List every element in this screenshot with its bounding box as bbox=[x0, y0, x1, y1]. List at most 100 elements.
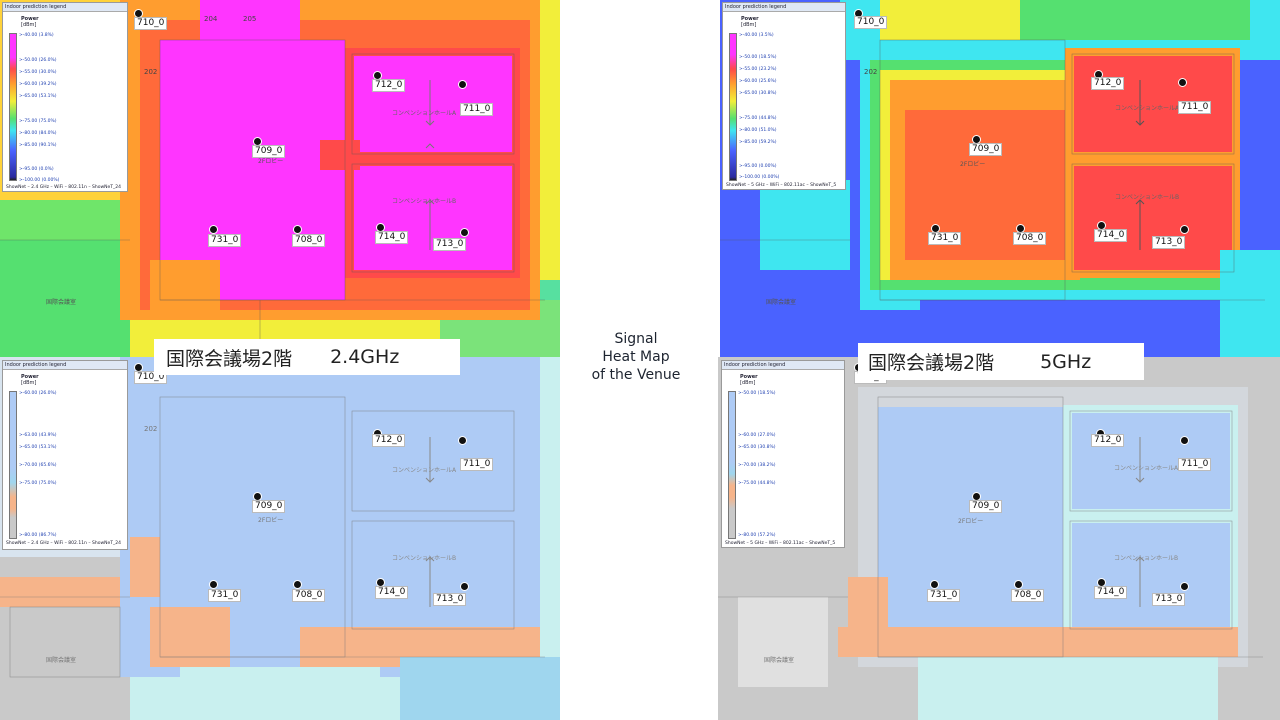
legend-tick: >-60.00 (26.0%) bbox=[19, 391, 57, 396]
legend-tick: >-65.00 (30.8%) bbox=[739, 91, 777, 96]
access-point-icon[interactable] bbox=[458, 436, 467, 445]
legend-tick: >-50.00 (18.5%) bbox=[739, 55, 777, 60]
access-point-label[interactable]: 709_0 bbox=[252, 145, 286, 158]
access-point-label[interactable]: 711_0 bbox=[1178, 101, 1212, 114]
legend-tick: >-63.00 (43.9%) bbox=[19, 433, 57, 438]
legend-tick: >-50.00 (18.5%) bbox=[738, 391, 776, 396]
hall-b-label: コンベンションホールB bbox=[1114, 555, 1179, 562]
access-point-label[interactable]: 731_0 bbox=[928, 232, 962, 245]
access-point-label[interactable]: 712_0 bbox=[1091, 77, 1125, 90]
access-point-label[interactable]: 709_0 bbox=[252, 500, 286, 513]
access-point-label[interactable]: 709_0 bbox=[969, 500, 1003, 513]
legend-color-bar bbox=[9, 391, 17, 539]
access-point-label[interactable]: 709_0 bbox=[969, 143, 1003, 156]
legend-unit: [dBm] bbox=[741, 22, 757, 28]
legend-tick: >-100.00 (0.00%) bbox=[19, 178, 60, 183]
heatmap-5ghz-power: 2Fロビー コンベンションホールA コンベンションホールB 202 国際会議室 … bbox=[720, 0, 1280, 357]
access-point-label[interactable]: 710_0 bbox=[134, 17, 168, 30]
access-point-label[interactable]: 710_0 bbox=[854, 16, 888, 29]
access-point-label[interactable]: 711_0 bbox=[460, 458, 494, 471]
caption-band: 2.4GHz bbox=[330, 346, 400, 368]
access-point-label[interactable]: 711_0 bbox=[1178, 458, 1212, 471]
center-title: Signal Heat Map of the Venue bbox=[572, 330, 700, 384]
hall-a-label: コンベンションホールA bbox=[1114, 465, 1179, 472]
legend-24ghz-coverage: Indoor prediction legend Power [dBm] >-6… bbox=[2, 360, 128, 550]
hall-b-label: コンベンションホールB bbox=[392, 555, 457, 562]
lobby-label: 2Fロビー bbox=[258, 517, 284, 524]
access-point-icon[interactable] bbox=[1180, 436, 1189, 445]
legend-heading: Power bbox=[21, 374, 39, 380]
legend-tick: >-55.00 (23.2%) bbox=[739, 67, 777, 72]
legend-tick: >-50.00 (26.0%) bbox=[19, 58, 57, 63]
legend-unit: [dBm] bbox=[21, 380, 37, 386]
legend-tick: >-70.00 (65.6%) bbox=[19, 463, 57, 468]
legend-unit: [dBm] bbox=[21, 22, 37, 28]
center-title-line: Heat Map bbox=[602, 349, 670, 365]
access-point-label[interactable]: 712_0 bbox=[372, 434, 406, 447]
access-point-label[interactable]: 731_0 bbox=[208, 234, 242, 247]
access-point-label[interactable]: 711_0 bbox=[460, 103, 494, 116]
legend-title: Indoor prediction legend bbox=[3, 3, 127, 12]
access-point-label[interactable]: 713_0 bbox=[433, 238, 467, 251]
access-point-label[interactable]: 708_0 bbox=[1013, 232, 1047, 245]
access-point-icon[interactable] bbox=[930, 580, 939, 589]
access-point-label[interactable]: 708_0 bbox=[292, 234, 326, 247]
legend-tick: >-60.00 (27.0%) bbox=[738, 433, 776, 438]
legend-tick: >-60.00 (25.6%) bbox=[739, 79, 777, 84]
room-205-label: 205 bbox=[243, 15, 257, 23]
access-point-label[interactable]: 731_0 bbox=[208, 589, 242, 602]
access-point-label[interactable]: 708_0 bbox=[292, 589, 326, 602]
legend-tick: >-40.00 (3.8%) bbox=[19, 33, 54, 38]
access-point-label[interactable]: 708_0 bbox=[1011, 589, 1045, 602]
heatmap-24ghz-coverage-graphic bbox=[0, 357, 560, 720]
legend-heading: Power bbox=[21, 16, 39, 22]
legend-tick: >-100.00 (0.00%) bbox=[739, 175, 780, 180]
access-point-icon[interactable] bbox=[209, 580, 218, 589]
access-point-icon[interactable] bbox=[1178, 78, 1187, 87]
access-point-label[interactable]: 731_0 bbox=[927, 589, 961, 602]
access-point-label[interactable]: 712_0 bbox=[1091, 434, 1125, 447]
legend-tick: >-65.00 (53.1%) bbox=[19, 94, 57, 99]
access-point-label[interactable]: 714_0 bbox=[375, 586, 409, 599]
legend-tick: >-65.00 (53.1%) bbox=[19, 445, 57, 450]
legend-footer: ShowNet – 2.4 GHz – WiFi – 802.11n – Sho… bbox=[6, 541, 122, 546]
access-point-label[interactable]: 713_0 bbox=[433, 593, 467, 606]
legend-tick: >-95.00 (0.0%) bbox=[19, 167, 54, 172]
heatmap-24ghz-power-graphic bbox=[0, 0, 560, 357]
intl-hall-label: 国際会議室 bbox=[764, 657, 795, 664]
access-point-icon[interactable] bbox=[209, 225, 218, 234]
access-point-label[interactable]: 714_0 bbox=[1094, 229, 1128, 242]
access-point-icon[interactable] bbox=[293, 580, 302, 589]
access-point-label[interactable]: 713_0 bbox=[1152, 593, 1186, 606]
caption-venue: 国際会議場2階 bbox=[868, 352, 995, 374]
legend-tick: >-60.00 (39.2%) bbox=[19, 82, 57, 87]
intl-hall-label: 国際会議室 bbox=[46, 657, 77, 664]
legend-footer: ShowNet – 5 GHz – WiFi – 802.11ac – Show… bbox=[725, 541, 836, 546]
legend-24ghz-power: Indoor prediction legend Power [dBm] >-4… bbox=[2, 2, 128, 192]
legend-tick: >-40.00 (3.5%) bbox=[739, 33, 774, 38]
heatmap-24ghz-coverage: 2Fロビー コンベンションホールA コンベンションホールB 202 国際会議室 … bbox=[0, 357, 560, 720]
legend-unit: [dBm] bbox=[740, 380, 756, 386]
access-point-icon[interactable] bbox=[460, 582, 469, 591]
access-point-label[interactable]: 714_0 bbox=[375, 231, 409, 244]
access-point-icon[interactable] bbox=[1180, 225, 1189, 234]
legend-tick: >-75.00 (75.0%) bbox=[19, 481, 57, 486]
access-point-icon[interactable] bbox=[458, 80, 467, 89]
access-point-label[interactable]: 713_0 bbox=[1152, 236, 1186, 249]
legend-color-bar bbox=[9, 33, 17, 181]
access-point-icon[interactable] bbox=[1014, 580, 1023, 589]
heatmap-24ghz-power: 2Fロビー コンベンションホールA コンベンションホールB 204 205 20… bbox=[0, 0, 560, 357]
caption-band: 5GHz bbox=[1040, 350, 1092, 373]
access-point-icon[interactable] bbox=[293, 225, 302, 234]
lobby-label: 2Fロビー bbox=[958, 518, 984, 525]
access-point-label[interactable]: 712_0 bbox=[372, 79, 406, 92]
legend-tick: >-75.00 (44.8%) bbox=[739, 116, 777, 121]
legend-tick: >-85.00 (90.1%) bbox=[19, 143, 57, 148]
legend-tick: >-80.00 (51.0%) bbox=[739, 128, 777, 133]
access-point-label[interactable]: 714_0 bbox=[1094, 586, 1128, 599]
access-point-icon[interactable] bbox=[460, 228, 469, 237]
access-point-icon[interactable] bbox=[1180, 582, 1189, 591]
heatmap-5ghz-coverage: 2Fロビー コンベンションホールA コンベンションホールB 国際会議室 710_… bbox=[718, 357, 1280, 720]
room-202-label: 202 bbox=[864, 68, 878, 76]
hall-b-label: コンベンションホールB bbox=[392, 198, 457, 205]
